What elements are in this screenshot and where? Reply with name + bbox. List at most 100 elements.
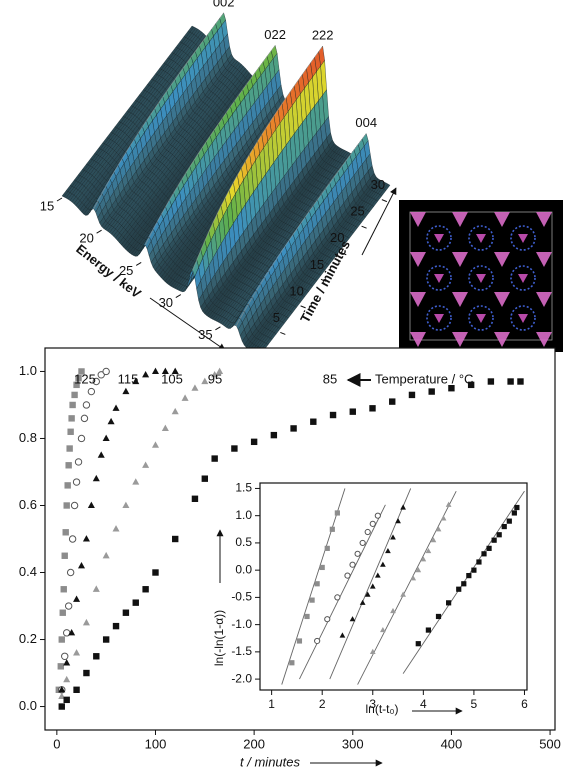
point xyxy=(64,697,70,703)
y-tick-label: 1.5 xyxy=(235,481,252,495)
point xyxy=(345,573,350,578)
x-tick xyxy=(215,327,220,330)
point xyxy=(335,510,340,515)
point xyxy=(320,565,325,570)
point xyxy=(64,482,70,488)
point xyxy=(93,653,99,659)
point xyxy=(88,388,94,394)
point xyxy=(73,479,79,485)
point xyxy=(152,569,158,575)
point xyxy=(370,521,375,526)
x-tick-label: 30 xyxy=(159,295,173,310)
y-tick-label: 1.0 xyxy=(19,363,37,378)
x-tick xyxy=(136,262,141,265)
point xyxy=(492,538,497,543)
point xyxy=(192,496,198,502)
x-axis-title: ln(t-t₀) xyxy=(366,702,399,716)
x-tick-label: 1 xyxy=(268,697,275,711)
point xyxy=(211,455,217,461)
y-tick-label: -2.0 xyxy=(231,671,252,685)
x-tick-label: 4 xyxy=(420,697,427,711)
plot-frame xyxy=(260,483,527,690)
point xyxy=(142,586,148,592)
y-tick-label: 0.8 xyxy=(19,430,37,445)
point xyxy=(59,636,65,642)
x-tick-label: 200 xyxy=(243,736,265,751)
point xyxy=(172,536,178,542)
point xyxy=(360,540,365,545)
series-label: 105 xyxy=(161,371,183,386)
point xyxy=(83,402,89,408)
x-tick-label: 100 xyxy=(145,736,167,751)
point xyxy=(103,636,109,642)
y-axis-title: ln(-ln(1-α)) xyxy=(212,610,226,666)
point xyxy=(65,462,71,468)
x-tick-label: 15 xyxy=(40,198,54,213)
point xyxy=(497,532,502,537)
point xyxy=(289,660,294,665)
point xyxy=(426,627,431,632)
point xyxy=(59,703,65,709)
series-label: 115 xyxy=(118,371,139,386)
point xyxy=(330,527,335,532)
point xyxy=(355,551,360,556)
point xyxy=(507,519,512,524)
point xyxy=(71,502,77,508)
point xyxy=(73,687,79,693)
point xyxy=(389,398,395,404)
x-tick xyxy=(97,230,102,233)
point xyxy=(123,610,129,616)
y-tick-label: 0.5 xyxy=(235,535,252,549)
y-tick-label: 0.0 xyxy=(19,698,37,713)
point xyxy=(63,529,69,535)
peak-label: 022 xyxy=(264,27,286,42)
y-tick-label: 5 xyxy=(273,310,280,325)
point xyxy=(69,536,75,542)
point xyxy=(335,595,340,600)
point xyxy=(61,586,67,592)
point xyxy=(310,419,316,425)
y-tick xyxy=(280,332,285,334)
point xyxy=(68,415,74,421)
y-tick xyxy=(362,226,367,228)
point xyxy=(507,378,513,384)
point xyxy=(65,603,71,609)
point xyxy=(60,610,66,616)
point xyxy=(375,513,380,518)
y-tick-label: 0.0 xyxy=(235,562,252,576)
point xyxy=(517,378,523,384)
point xyxy=(416,641,421,646)
point xyxy=(428,388,434,394)
x-tick xyxy=(176,295,181,298)
x-tick xyxy=(57,198,62,201)
x-tick-label: 0 xyxy=(53,736,60,751)
series-label: 125 xyxy=(74,371,96,386)
point xyxy=(315,581,320,586)
y-tick-label: -1.5 xyxy=(231,644,252,658)
x-tick-label: 5 xyxy=(471,697,478,711)
point xyxy=(514,505,519,510)
point xyxy=(471,568,476,573)
y-tick-label: 30 xyxy=(371,177,385,192)
point xyxy=(202,475,208,481)
point xyxy=(330,412,336,418)
point xyxy=(81,415,87,421)
y-tick-label: 0.6 xyxy=(19,497,37,512)
point xyxy=(461,581,466,586)
y-tick-label: 10 xyxy=(289,283,303,298)
point xyxy=(290,425,296,431)
point xyxy=(502,524,507,529)
point xyxy=(71,392,77,398)
point xyxy=(488,378,494,384)
point xyxy=(103,368,109,374)
point xyxy=(69,402,75,408)
point xyxy=(67,429,73,435)
y-tick-label: -0.5 xyxy=(231,590,252,604)
point xyxy=(64,502,70,508)
x-tick-label: 500 xyxy=(539,736,561,751)
point xyxy=(350,408,356,414)
y-tick-label: -1.0 xyxy=(231,617,252,631)
peak-label: 004 xyxy=(355,115,377,130)
x-tick-label: 6 xyxy=(521,697,528,711)
